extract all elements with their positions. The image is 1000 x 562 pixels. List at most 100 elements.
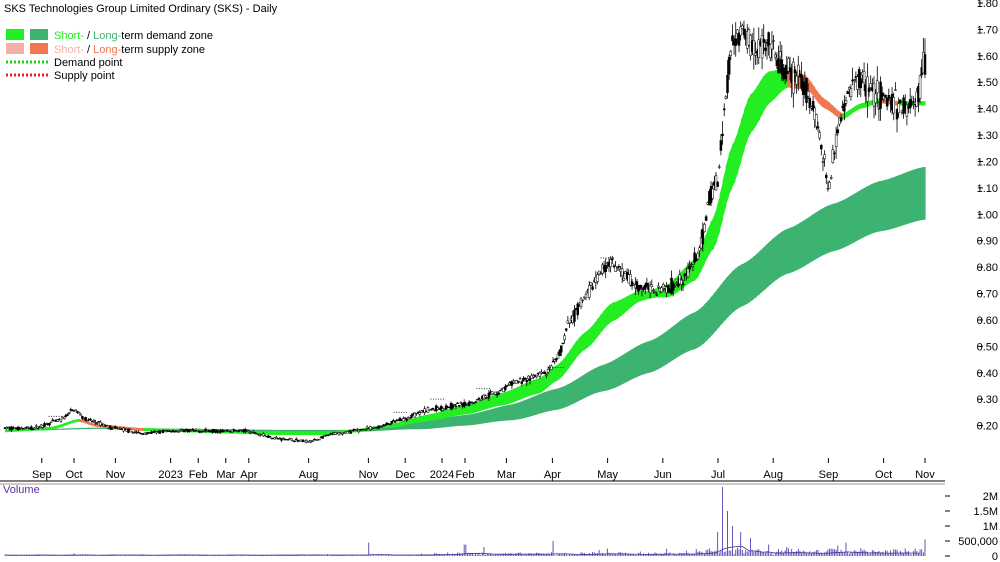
long-zone-segment [630,347,635,380]
long-zone-segment [320,429,325,432]
candle-body [762,38,765,43]
short-zone-segment [523,382,527,399]
short-zone-segment [603,307,607,330]
candle-body [778,51,782,58]
candle-body [918,75,922,99]
long-zone-segment [667,327,672,364]
candle-body [876,80,879,93]
candle-body [719,140,723,151]
long-zone-segment [771,236,776,284]
price-tick-label: 1.40 [977,104,998,116]
long-zone-segment [265,429,270,432]
long-zone-segment [606,362,610,391]
short-zone-segment [57,424,61,429]
long-zone-segment [553,388,558,411]
short-zone-segment [851,106,856,114]
candle-body [820,144,823,150]
long-zone-segment [100,427,104,429]
long-zone-segment [734,266,739,311]
short-zone-segment [455,406,460,416]
candle-body [731,35,734,42]
short-zone-segment [54,425,58,429]
short-zone-segment [293,431,297,436]
candle-body [392,420,395,422]
long-zone-segment [710,293,714,337]
short-zone-segment [756,82,760,125]
short-zone-segment [409,418,414,425]
long-zone-segment [599,364,604,392]
long-zone-segment [581,374,586,400]
price-tick-label: 1.50 [977,77,998,89]
candle-body [727,56,731,75]
candle-body [474,401,477,403]
candle-body [635,281,639,289]
long-zone-segment [507,404,512,421]
candle-body [527,375,530,379]
long-zone-segment [284,429,288,432]
candle-body [107,428,110,430]
long-zone-segment [474,412,478,425]
long-zone-segment [860,188,865,239]
candle-body [905,104,909,117]
candle-body [604,264,607,272]
candle-body [230,429,234,433]
long-zone-segment [81,427,86,430]
long-zone-segment [560,386,564,409]
long-zone-segment [498,406,503,422]
price-tick-label: 0.20 [977,421,998,433]
short-zone-segment [630,292,635,308]
long-zone-segment [75,428,80,430]
long-zone-segment [906,170,911,225]
candle-body [698,247,701,251]
candle-body [724,96,728,99]
short-zone-segment [728,145,733,196]
short-zone-segment [569,346,573,368]
short-zone-segment [547,368,552,388]
candle-body [722,108,726,111]
candle-body [171,430,175,432]
long-zone-segment [425,420,429,429]
candle-body [711,188,714,199]
legend: Short- / Long-term demand zone Short- / … [6,29,213,82]
short-zone-segment [854,104,859,112]
long-zone-segment [311,429,316,432]
long-zone-segment [857,189,862,241]
candle-body [430,409,433,411]
candle-body [398,417,402,421]
short-zone-segment [458,405,463,416]
legend-demand-long: Long- [93,30,121,42]
short-zone-segment [136,427,141,431]
candle-body [852,79,856,81]
long-zone-segment [777,232,782,279]
candle-body [89,419,92,421]
long-zone-segment [688,313,693,351]
legend-swatch-short-demand [6,29,24,40]
candle-body [834,134,838,147]
long-zone-segment [327,429,331,432]
short-zone-segment [139,427,144,431]
long-zone-segment [538,393,543,414]
candle-body [346,431,349,434]
candle-body [193,430,196,432]
short-zone-segment [538,376,543,394]
short-zone-segment [317,431,322,436]
volume-axis: 2M 1.5M 1M 500,000 0 [945,491,998,562]
long-zone-segment [636,344,641,377]
candle-body [716,181,719,187]
candle-body [612,265,616,267]
candle-body [397,419,400,421]
candle-body [364,429,367,431]
short-zone-segment [578,334,583,355]
long-zone-segment [437,418,442,429]
short-zone-segment [836,108,840,119]
date-tick-label: Sep [32,469,52,481]
long-zone-segment [84,427,89,430]
long-zone-segment [60,428,64,430]
candle-body [652,289,655,292]
short-zone-segment [69,420,74,425]
candle-body [629,274,632,286]
long-zone-segment [584,372,589,398]
candle-body [253,432,257,434]
long-zone-segment [569,381,573,406]
candle-body [207,430,211,432]
